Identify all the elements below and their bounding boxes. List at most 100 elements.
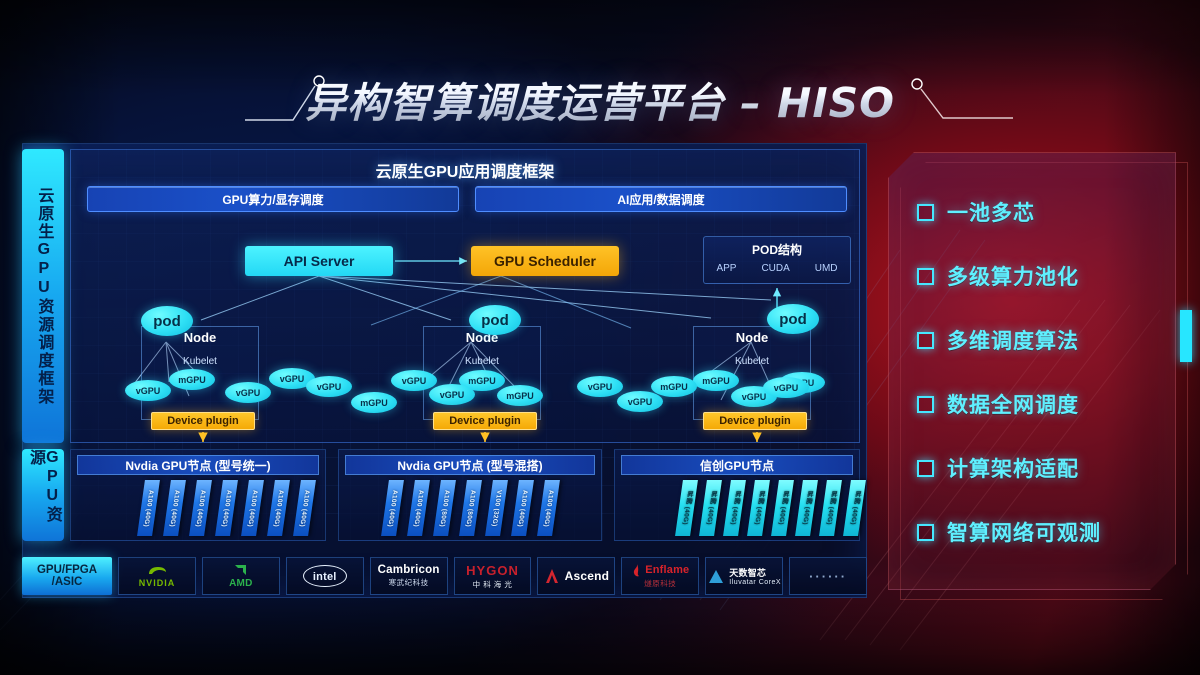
vendor-amd[interactable]: AMD bbox=[201, 557, 280, 595]
gpu-card[interactable]: 昇腾 (40G) bbox=[675, 480, 698, 536]
feature-label-1: 一池多芯 bbox=[947, 202, 1035, 225]
vendor-ascend[interactable]: Ascend bbox=[537, 557, 616, 595]
vendor-hygon-name: HYGON bbox=[466, 562, 519, 578]
gpu-node-title-1: Nvdia GPU节点 (型号统一) bbox=[77, 455, 319, 475]
enflame-icon bbox=[634, 563, 640, 576]
right-edge-accent bbox=[1180, 310, 1192, 362]
gpu-card[interactable]: A100 (40G) bbox=[137, 480, 160, 536]
pod-node-1[interactable]: pod bbox=[141, 306, 193, 336]
vendor-nvidia[interactable]: NVIDIA bbox=[118, 557, 196, 595]
gpu-chip-1-1[interactable]: vGPU bbox=[125, 380, 171, 401]
vendor-iluvatar-name: 天数智芯 bbox=[729, 568, 767, 578]
feature-item-1[interactable]: 一池多芯 bbox=[917, 197, 1035, 227]
gpu-card[interactable]: A100 (80G) bbox=[433, 480, 456, 536]
checkbox-icon bbox=[917, 460, 934, 477]
bridge-gpu-3[interactable]: vGPU bbox=[577, 376, 623, 397]
gpu-node-xinchuang[interactable]: 信创GPU节点 昇腾 (40G) 昇腾 (40G) 昇腾 (40G) 昇腾 (4… bbox=[614, 449, 866, 541]
gpu-chip-2-3[interactable]: vGPU bbox=[429, 384, 475, 405]
vendor-intel[interactable]: intel bbox=[285, 557, 364, 595]
gpu-card-label: 昇腾 (40G) bbox=[801, 491, 813, 525]
gpu-card-label: 昇腾 (40G) bbox=[849, 491, 861, 525]
gpu-card[interactable]: A100 (40G) bbox=[407, 480, 430, 536]
gpu-card[interactable]: A100 (40G) bbox=[537, 480, 560, 536]
gpu-chip-3-1[interactable]: mGPU bbox=[693, 370, 739, 391]
vendor-iluvatar[interactable]: 天数智芯 Iluvatar CoreX bbox=[705, 557, 784, 595]
gpu-card[interactable]: 昇腾 (40G) bbox=[795, 480, 818, 536]
gpu-card[interactable]: A100 (40G) bbox=[241, 480, 264, 536]
feature-label-3: 多维调度算法 bbox=[947, 330, 1079, 353]
gpu-card-label: V100 (32G) bbox=[490, 489, 503, 527]
checkbox-icon bbox=[917, 204, 934, 221]
gpu-card-label: A100 (80G) bbox=[464, 489, 477, 527]
gpu-card[interactable]: 昇腾 (40G) bbox=[747, 480, 770, 536]
gpu-card-label: A100 (80G) bbox=[438, 489, 451, 527]
gpu-scheduler-box[interactable]: GPU Scheduler bbox=[471, 246, 619, 276]
gpu-card[interactable]: 昇腾 (40G) bbox=[699, 480, 722, 536]
feature-label-2: 多级算力池化 bbox=[947, 266, 1079, 289]
feature-item-3[interactable]: 多维调度算法 bbox=[917, 325, 1079, 355]
vendor-category-line2: /ASIC bbox=[51, 576, 83, 588]
bridge-gpu-4[interactable]: vGPU bbox=[617, 391, 663, 412]
bridge-gpu-6[interactable]: vGPU bbox=[763, 377, 809, 398]
gpu-card[interactable]: A100 (40G) bbox=[381, 480, 404, 536]
gpu-card[interactable]: 昇腾 (40G) bbox=[723, 480, 746, 536]
device-plugin-1[interactable]: Device plugin bbox=[151, 412, 255, 430]
gpu-chip-2-4[interactable]: mGPU bbox=[497, 385, 543, 406]
gpu-card[interactable]: A100 (40G) bbox=[293, 480, 316, 536]
vendor-hygon[interactable]: HYGON 中 科 海 光 bbox=[453, 557, 532, 595]
vendor-intel-name: intel bbox=[312, 571, 337, 583]
vendor-more-label: ······ bbox=[809, 568, 848, 584]
bridge-gpu-1[interactable]: vGPU bbox=[306, 376, 352, 397]
gpu-chip-1-3[interactable]: vGPU bbox=[225, 382, 271, 403]
gpu-chip-2-1[interactable]: vGPU bbox=[391, 370, 437, 391]
bridge-gpu-5[interactable]: mGPU bbox=[651, 376, 697, 397]
pod-structure-box: POD结构 APP CUDA UMD bbox=[703, 236, 851, 284]
gpu-card[interactable]: A100 (40G) bbox=[511, 480, 534, 536]
gpu-card[interactable]: A100 (40G) bbox=[163, 480, 186, 536]
feature-item-5[interactable]: 计算架构适配 bbox=[917, 453, 1079, 483]
amd-icon bbox=[234, 565, 246, 575]
gpu-card[interactable]: A100 (40G) bbox=[189, 480, 212, 536]
feature-label-6: 智算网络可观测 bbox=[947, 522, 1101, 545]
gpu-card-label: A100 (40G) bbox=[412, 489, 425, 527]
gpu-card-label: A100 (40G) bbox=[298, 489, 311, 527]
gpu-node-nvidia-uniform[interactable]: Nvdia GPU节点 (型号统一) A100 (40G) A100 (40G)… bbox=[70, 449, 326, 541]
iluvatar-icon bbox=[709, 570, 724, 583]
sidebar-tab-framework-label: 云原生GPU资源调度框架 bbox=[35, 186, 53, 406]
gpu-card[interactable]: A100 (40G) bbox=[215, 480, 238, 536]
gpu-chip-1-2[interactable]: mGPU bbox=[169, 369, 215, 390]
sidebar-tab-gpu-resource[interactable]: GPU资源 bbox=[22, 449, 64, 541]
feature-item-6[interactable]: 智算网络可观测 bbox=[917, 517, 1101, 547]
pod-node-3[interactable]: pod bbox=[767, 304, 819, 334]
api-server-box[interactable]: API Server bbox=[245, 246, 393, 276]
gpu-chip-2-2[interactable]: mGPU bbox=[459, 370, 505, 391]
gpu-card-label: 昇腾 (40G) bbox=[681, 491, 693, 525]
gpu-card[interactable]: A100 (40G) bbox=[267, 480, 290, 536]
vendor-amd-name: AMD bbox=[229, 578, 253, 589]
card-rack-1: A100 (40G) A100 (40G) A100 (40G) A100 (4… bbox=[79, 480, 317, 538]
feature-panel: 一池多芯 多级算力池化 多维调度算法 数据全网调度 计算架构适配 智算网络可观测 bbox=[888, 152, 1176, 590]
title-right-decoration bbox=[911, 78, 1013, 119]
node-group-1: Node Kubelet pod vGPU mGPU vGPU vGPU Dev… bbox=[119, 306, 315, 430]
vendor-enflame[interactable]: Enflame 燧原科技 bbox=[621, 557, 700, 595]
bridge-gpu-2[interactable]: mGPU bbox=[351, 392, 397, 413]
pod-node-2[interactable]: pod bbox=[469, 305, 521, 335]
vendor-cambricon[interactable]: Cambricon 寒武纪科技 bbox=[369, 557, 448, 595]
device-plugin-3[interactable]: Device plugin bbox=[703, 412, 807, 430]
gpu-node-nvidia-mixed[interactable]: Nvdia GPU节点 (型号混搭) A100 (40G) A100 (40G)… bbox=[338, 449, 602, 541]
feature-item-2[interactable]: 多级算力池化 bbox=[917, 261, 1079, 291]
vendor-category-line1: GPU/FPGA bbox=[36, 563, 98, 576]
gpu-card[interactable]: A100 (80G) bbox=[459, 480, 482, 536]
pill-gpu-compute-scheduling[interactable]: GPU算力/显存调度 bbox=[87, 186, 459, 212]
pill-ai-data-scheduling[interactable]: AI应用/数据调度 bbox=[475, 186, 847, 212]
vendor-more[interactable]: ······ bbox=[789, 557, 868, 595]
feature-item-4[interactable]: 数据全网调度 bbox=[917, 389, 1079, 419]
gpu-chip-1-4[interactable]: vGPU bbox=[269, 368, 315, 389]
gpu-card[interactable]: 昇腾 (40G) bbox=[771, 480, 794, 536]
device-plugin-2[interactable]: Device plugin bbox=[433, 412, 537, 430]
framework-title: 云原生GPU应用调度框架 bbox=[375, 164, 555, 181]
sidebar-tab-cloud-native-framework[interactable]: 云原生GPU资源调度框架 bbox=[22, 149, 64, 443]
gpu-card[interactable]: V100 (32G) bbox=[485, 480, 508, 536]
slide-title-block: 异构智算调度运营平台 – HISO bbox=[0, 68, 1200, 130]
gpu-card[interactable]: 昇腾 (40G) bbox=[819, 480, 842, 536]
